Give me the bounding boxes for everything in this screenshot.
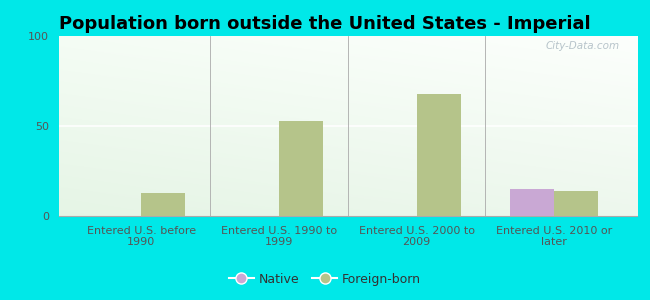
Text: Population born outside the United States - Imperial: Population born outside the United State… — [59, 15, 591, 33]
Legend: Native, Foreign-born: Native, Foreign-born — [224, 268, 426, 291]
Bar — [554, 191, 599, 216]
Bar — [510, 189, 554, 216]
Bar — [417, 94, 461, 216]
Bar — [141, 193, 185, 216]
Text: City-Data.com: City-Data.com — [545, 41, 619, 51]
Bar — [279, 121, 323, 216]
